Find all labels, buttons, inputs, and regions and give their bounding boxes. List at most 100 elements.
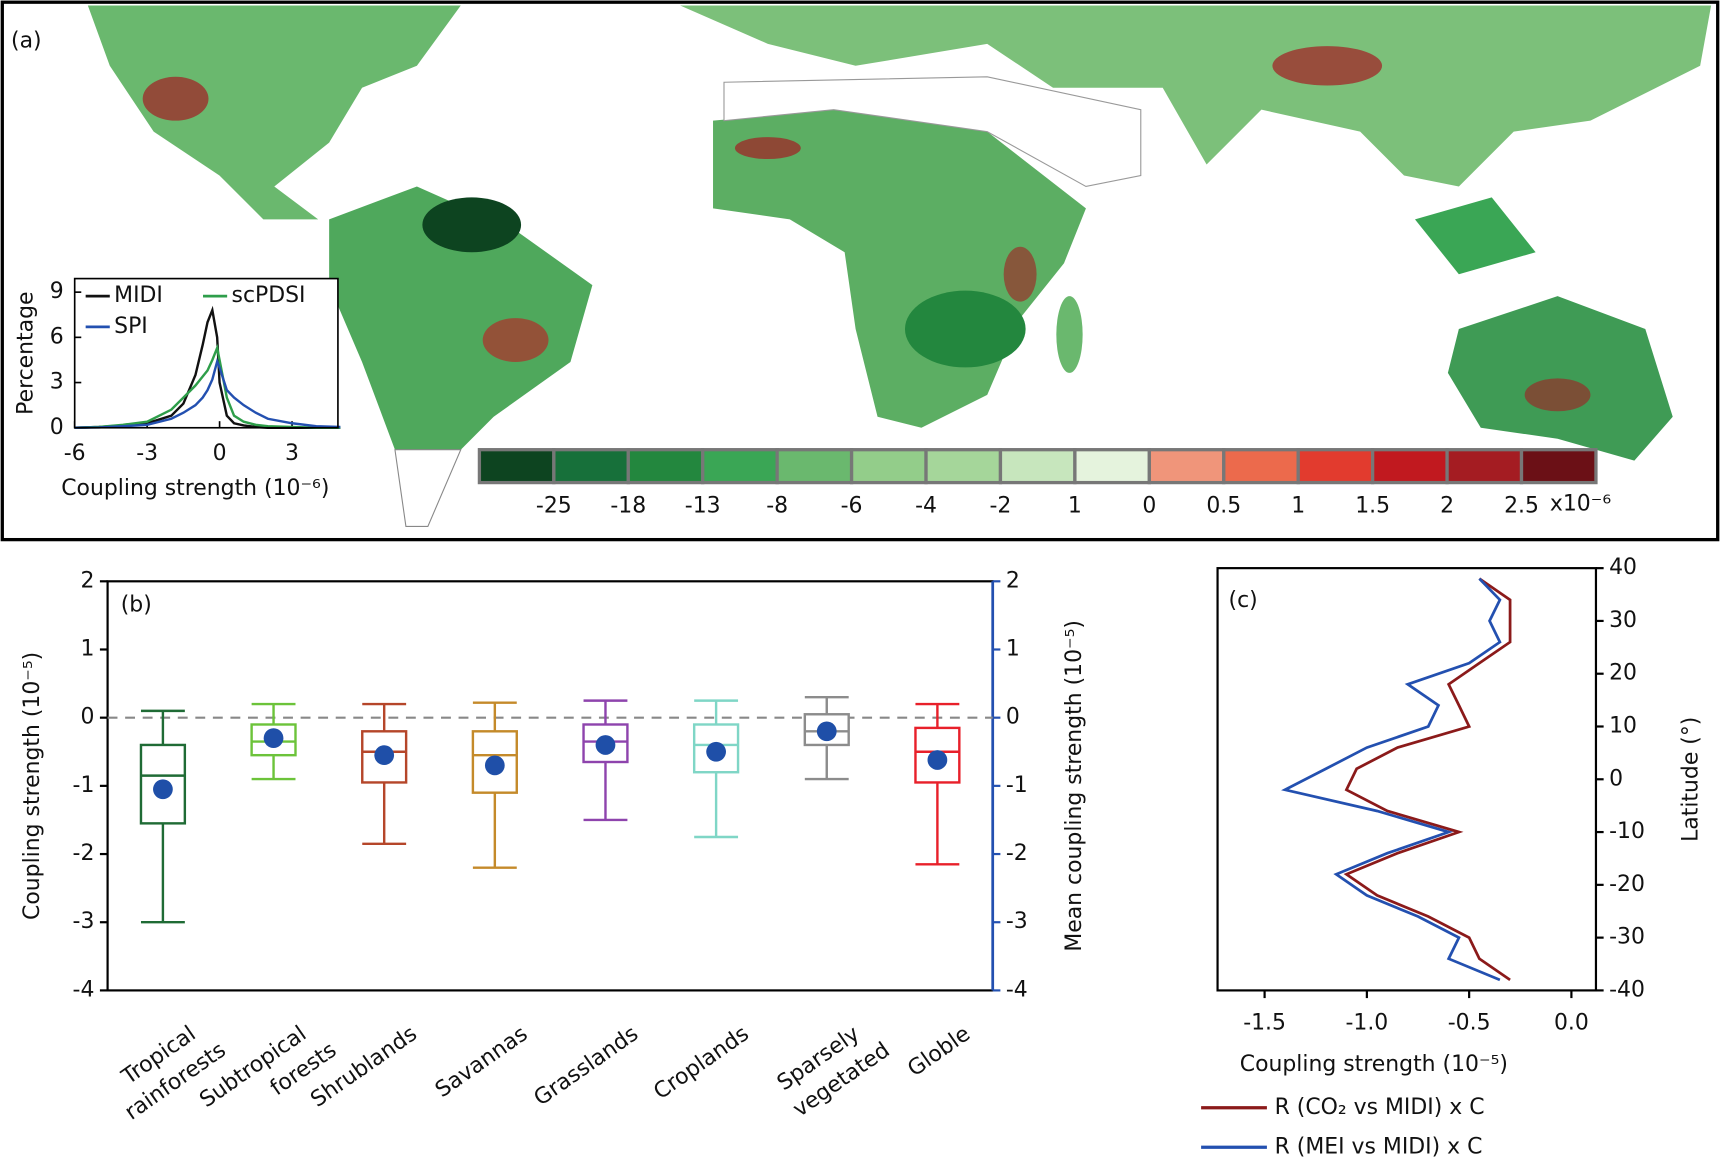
y2-tick-label: -1: [1006, 773, 1028, 798]
map-patch: [734, 137, 801, 160]
map-patch: [142, 76, 209, 121]
mean-dot: [816, 721, 837, 742]
plot-frame: [106, 580, 994, 992]
map-patch: [482, 318, 549, 362]
colorbar-swatch: [552, 448, 630, 485]
colorbar-label: -6: [841, 494, 863, 519]
colorbar-label: 2: [1440, 494, 1454, 519]
category-label-line: Globle: [903, 1021, 975, 1082]
colorbar-swatch: [701, 448, 779, 485]
y-axis-title: Coupling strength (10⁻⁵): [20, 652, 45, 920]
category-label-line: Grasslands: [530, 1021, 643, 1111]
y-axis-title: Percentage: [13, 292, 38, 415]
y-tick-label: 2: [80, 568, 94, 593]
category-label: Globle: [903, 1021, 975, 1082]
colorbar-label: 0.5: [1206, 494, 1241, 519]
y-tick-label: 30: [1609, 608, 1637, 633]
colorbar-swatch: [1371, 448, 1449, 485]
x-tick-label: 3: [285, 441, 299, 466]
mean-dot: [927, 750, 948, 770]
y-tick-label: 0: [80, 705, 94, 730]
y2-tick-label: 1: [1006, 636, 1020, 661]
colorbar-swatch: [1296, 448, 1375, 485]
colorbar-swatch: [1073, 448, 1151, 485]
y-tick-label: -40: [1609, 977, 1645, 1002]
plot-frame: [1216, 567, 1598, 992]
colorbar-swatch: [924, 448, 1003, 485]
x-tick-label: -3: [136, 441, 158, 466]
category-label-line: Croplands: [649, 1021, 753, 1105]
y-tick-label: -10: [1609, 819, 1645, 844]
y2-tick-label: -4: [1006, 977, 1028, 1002]
legend-label: scPDSI: [232, 283, 306, 308]
map-patch: [1003, 246, 1037, 302]
colorbar-label: 2.5: [1504, 494, 1539, 519]
colorbar-label: -13: [685, 494, 721, 519]
line: [74, 343, 341, 429]
legend-label: R (CO₂ vs MIDI) x C: [1275, 1095, 1485, 1120]
land-eurasia: [680, 5, 1712, 187]
mean-dot: [595, 735, 616, 755]
box: [471, 730, 518, 794]
category-label: Croplands: [649, 1021, 753, 1105]
x-tick-label: 0.0: [1554, 1010, 1589, 1035]
mean-dot: [374, 745, 395, 766]
colorbar-label: -25: [536, 494, 572, 519]
y-tick-label: -2: [73, 841, 95, 866]
map-frame: [0, 0, 1720, 542]
y2-tick-label: 2: [1006, 568, 1020, 593]
map-patch: [1524, 378, 1591, 412]
line: [1343, 577, 1512, 982]
colorbar-label: -2: [990, 494, 1012, 519]
y-tick-label: 0: [50, 415, 64, 440]
colorbar-swatch: [1147, 448, 1226, 485]
panel-label: (b): [121, 592, 152, 617]
colorbar-swatch: [849, 448, 928, 485]
y-tick-label: -30: [1609, 925, 1645, 950]
category-label: Grasslands: [530, 1021, 643, 1111]
mean-dot: [484, 755, 505, 776]
y-tick-label: 20: [1609, 661, 1637, 686]
y-tick-label: 1: [80, 636, 94, 661]
x-tick-label: 0: [213, 441, 227, 466]
colorbar-swatch: [1445, 448, 1524, 485]
mean-dot: [706, 741, 726, 762]
map: [0, 0, 1720, 542]
inset-frame: [73, 277, 339, 429]
colorbar-swatch: [1222, 448, 1300, 485]
y2-axis-title: Mean coupling strength (10⁻⁵): [1062, 620, 1087, 952]
map-patch: [422, 197, 522, 253]
colorbar-label: 1: [1068, 494, 1082, 519]
y-tick-label: -4: [73, 977, 95, 1002]
colorbar-label: -18: [610, 494, 646, 519]
colorbar-label: -4: [915, 494, 937, 519]
colorbar-swatch: [477, 448, 556, 485]
x-tick-label: -0.5: [1448, 1010, 1491, 1035]
y-tick-label: 0: [1609, 766, 1623, 791]
y-tick-label: 9: [50, 279, 64, 304]
legend-label: R (MEI vs MIDI) x C: [1275, 1134, 1483, 1159]
y-tick-label: 3: [50, 370, 64, 395]
category-label-line: Savannas: [431, 1021, 533, 1103]
line: [1281, 577, 1502, 982]
inset-background: [74, 278, 338, 428]
y-tick-label: 10: [1609, 713, 1637, 738]
y2-tick-label: -3: [1006, 909, 1028, 934]
x-tick-label: -1.0: [1345, 1010, 1388, 1035]
mean-dot: [263, 728, 284, 749]
colorbar-swatch: [998, 448, 1077, 485]
colorbar-label: 1.5: [1355, 494, 1390, 519]
y-tick-label: 6: [50, 324, 64, 349]
land-australia: [1447, 296, 1673, 461]
y2-tick-label: 0: [1006, 705, 1020, 730]
y-tick-label: -1: [73, 773, 95, 798]
category-label: Savannas: [431, 1021, 533, 1103]
colorbar-unit: x10⁻⁶: [1550, 492, 1611, 517]
colorbar-label: 1: [1291, 494, 1305, 519]
x-tick-label: -6: [64, 441, 86, 466]
land-madagascar: [1056, 296, 1083, 373]
land-outline: [394, 449, 462, 528]
y-tick-label: -20: [1609, 872, 1645, 897]
